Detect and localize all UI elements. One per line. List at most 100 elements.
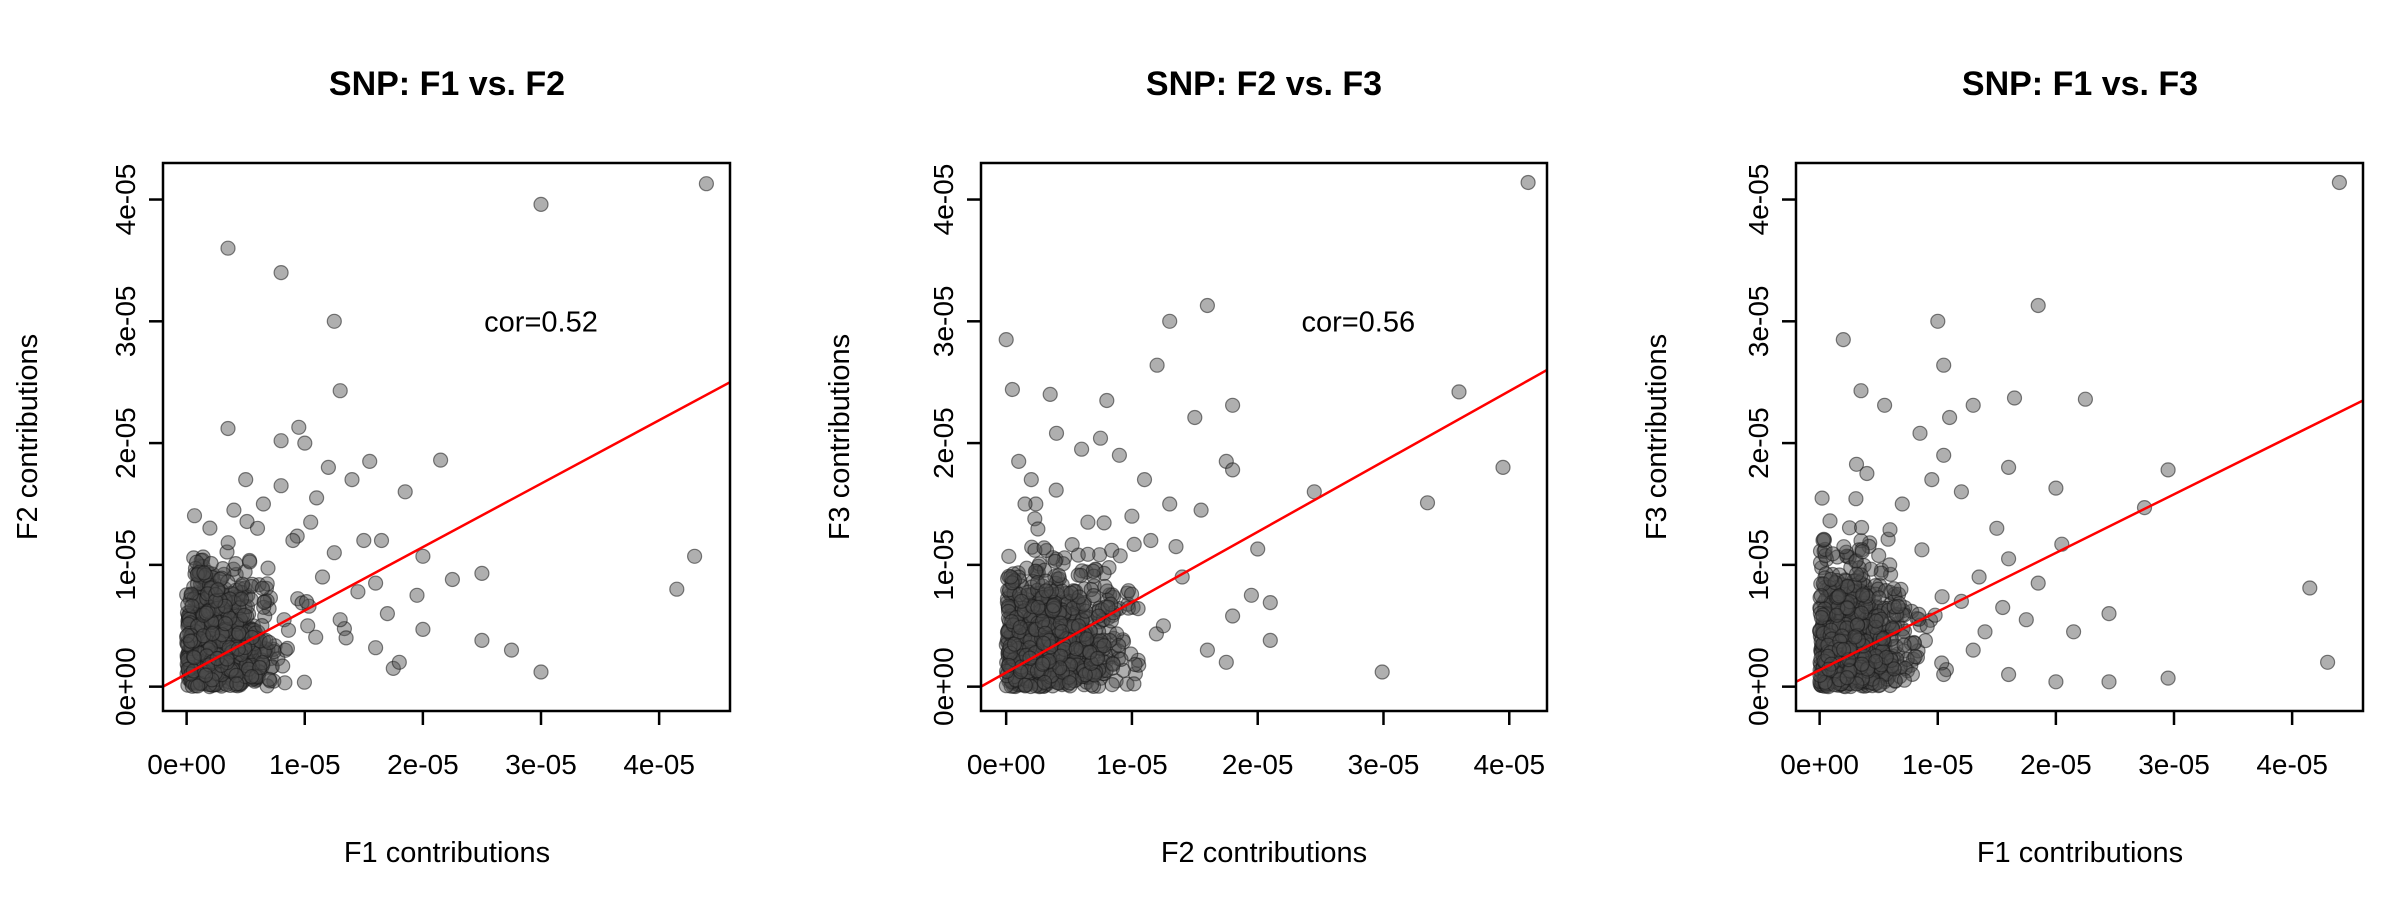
- scatter-point: [1262, 594, 1278, 611]
- scatter-point: [1839, 600, 1855, 616]
- scatter-point: [205, 625, 221, 642]
- scatter-point: [409, 587, 425, 603]
- scatter-point: [2000, 666, 2017, 683]
- scatter-point: [326, 545, 342, 561]
- scatter-point: [1896, 637, 1912, 653]
- scatter-point: [1218, 654, 1234, 670]
- scatter-point: [391, 654, 407, 670]
- scatter-point: [533, 664, 549, 680]
- y-tick-label: 0e+00: [928, 647, 959, 726]
- x-tick-label: 4e-05: [2256, 749, 2328, 780]
- scatter-point: [303, 514, 319, 530]
- scatter-point: [226, 502, 242, 518]
- y-axis: 0e+00 1e-05 2e-05 3e-05 4e-05: [110, 164, 163, 726]
- scatter-point: [2331, 174, 2347, 191]
- scatter-point: [326, 313, 342, 329]
- scatter-point: [1048, 482, 1064, 498]
- scatter-point: [1034, 613, 1051, 630]
- y-tick-label: 1e-05: [110, 529, 141, 601]
- y-axis-label: F2 contributions: [12, 334, 44, 540]
- scatter-point: [183, 633, 199, 649]
- scatter-point: [2000, 551, 2017, 567]
- scatter-point: [1162, 496, 1178, 512]
- regression-line: [981, 368, 1547, 688]
- scatter-point: [1064, 536, 1080, 553]
- scatter-point: [1044, 603, 1061, 619]
- scatter-point: [1451, 384, 1467, 400]
- scatter-point: [2066, 624, 2082, 640]
- y-tick-label: 1e-05: [928, 529, 959, 601]
- x-axis-label: F2 contributions: [1161, 837, 1367, 869]
- scatter-point: [1054, 624, 1070, 640]
- scatter-point: [210, 582, 226, 598]
- fit-line: [981, 368, 1547, 688]
- scatter-point: [1193, 502, 1209, 518]
- scatter-point: [433, 452, 449, 468]
- scatter-point: [368, 640, 384, 656]
- x-tick-label: 2e-05: [1222, 749, 1294, 780]
- scatter-point: [1027, 542, 1043, 558]
- y-tick-label: 4e-05: [928, 164, 959, 236]
- x-tick-label: 3e-05: [2138, 749, 2210, 780]
- scatter-point: [1011, 453, 1027, 469]
- scatter-point: [1099, 392, 1115, 409]
- correlation-label: cor=0.52: [484, 306, 598, 338]
- scatter-point: [233, 591, 250, 607]
- scatter-point: [1075, 596, 1092, 612]
- scatter-point: [1168, 538, 1184, 555]
- scatter-point: [1839, 670, 1855, 686]
- scatter-point: [1048, 425, 1065, 441]
- scatter-point: [2302, 580, 2318, 596]
- scatter-point: [198, 567, 214, 583]
- scatter-point: [669, 581, 685, 597]
- scatter-point: [1995, 599, 2011, 616]
- scatter-point: [1825, 546, 1841, 562]
- x-axis: 0e+00 1e-05 2e-05 3e-05 4e-05: [147, 711, 695, 780]
- scatter-point: [332, 612, 348, 628]
- scatter-point: [1855, 587, 1871, 603]
- scatter-point: [255, 496, 271, 512]
- scatter-point: [1002, 645, 1019, 661]
- scatter-point: [1023, 678, 1039, 695]
- scatter-point: [1872, 677, 1888, 693]
- scatter-point: [1941, 409, 1958, 426]
- x-tick-label: 2e-05: [2020, 749, 2092, 780]
- scatter-point: [1112, 548, 1128, 564]
- scatter-point: [1831, 588, 1847, 604]
- y-tick-label: 3e-05: [928, 285, 959, 357]
- scatter-point: [308, 629, 324, 645]
- scatter-point: [320, 459, 336, 475]
- scatter-point: [297, 435, 313, 451]
- scatter-panel-f2-vs-f3: SNP: F2 vs. F3 F2 contributions F3 contr…: [824, 65, 1549, 869]
- scatter-point: [1854, 543, 1870, 560]
- y-tick-label: 0e+00: [1743, 647, 1774, 726]
- scatter-point: [220, 535, 236, 551]
- scatter-point: [1965, 642, 1981, 658]
- correlation-label: cor=0.56: [1301, 306, 1415, 338]
- scatter-point: [228, 555, 244, 572]
- scatter-point: [1127, 656, 1143, 673]
- scatter-point: [1854, 656, 1870, 672]
- chart-title: SNP: F1 vs. F2: [329, 65, 565, 103]
- scatter-point: [1912, 425, 1928, 441]
- scatter-point: [285, 532, 301, 549]
- scatter-point: [208, 593, 224, 609]
- scatter-point: [190, 678, 206, 694]
- x-axis: 0e+00 1e-05 2e-05 3e-05 4e-05: [1780, 711, 2328, 780]
- scatter-point: [1989, 520, 2005, 536]
- scatter-point: [279, 640, 295, 657]
- scatter-point: [1886, 581, 1902, 597]
- scatter-point: [1017, 677, 1033, 693]
- x-axis-label: F1 contributions: [1977, 837, 2183, 869]
- scatter-point: [1003, 569, 1019, 585]
- scatter-point: [1936, 357, 1952, 373]
- scatter-point: [1936, 447, 1952, 463]
- scatter-point: [217, 598, 233, 614]
- scatter-point: [1073, 441, 1090, 457]
- x-tick-label: 0e+00: [1780, 749, 1859, 780]
- scatter-point: [1914, 542, 1930, 558]
- scatter-point: [1080, 546, 1096, 562]
- scatter-point: [533, 196, 549, 212]
- scatter-point: [368, 575, 384, 591]
- scatter-point: [256, 594, 272, 610]
